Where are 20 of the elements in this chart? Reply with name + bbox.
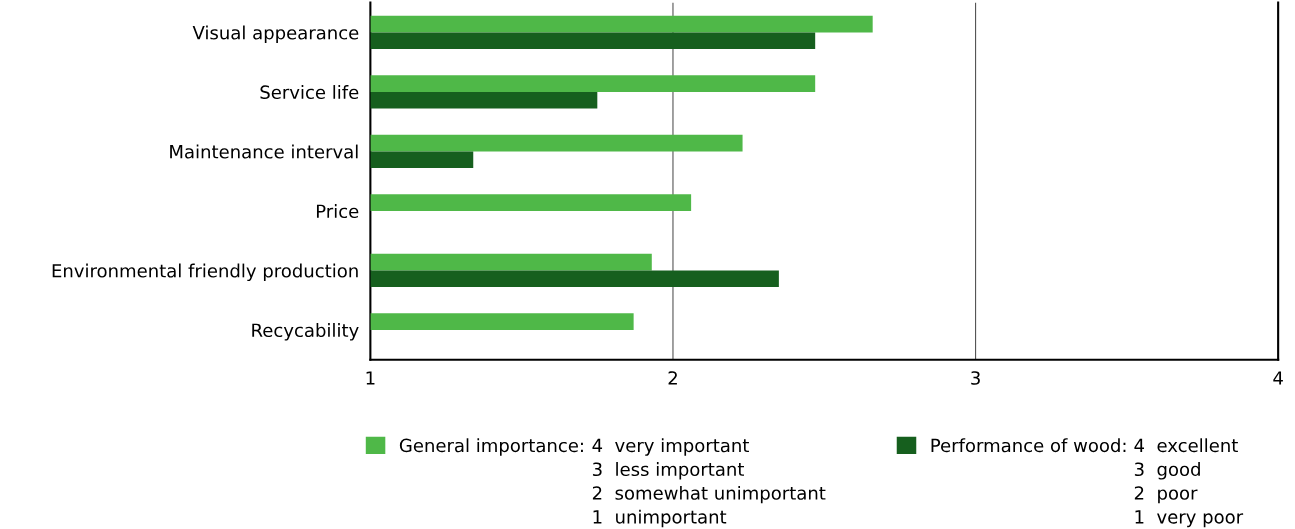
text: 1 very poor	[1135, 510, 1244, 528]
text: 4 very important	[592, 438, 749, 456]
y-tick-label: Service life	[260, 85, 359, 100]
text: 4 excellent	[1134, 438, 1238, 453]
text: 3 less important	[592, 462, 744, 480]
x-tick-label: 1	[366, 371, 375, 385]
legend-label: Performance of wood:	[931, 438, 1126, 453]
x-tick-label: 4	[1273, 371, 1283, 385]
legend-label: General importance:	[399, 438, 583, 456]
y-tick-label: Recycability	[252, 323, 359, 341]
y-tick-label: Maintenance interval	[170, 144, 358, 159]
x-tick-label: 3	[971, 371, 980, 385]
text: 2 somewhat unimportant	[592, 485, 826, 504]
y-tick-label: Environmental friendly production	[52, 263, 358, 282]
x-tick-label: 2	[668, 371, 677, 385]
y-tick-label: Price	[316, 204, 359, 219]
y-tick-label: Visual appearance	[192, 25, 359, 44]
text: 2 poor	[1134, 486, 1198, 504]
text: 3 good	[1134, 462, 1200, 480]
text: 1 unimportant	[593, 509, 727, 528]
